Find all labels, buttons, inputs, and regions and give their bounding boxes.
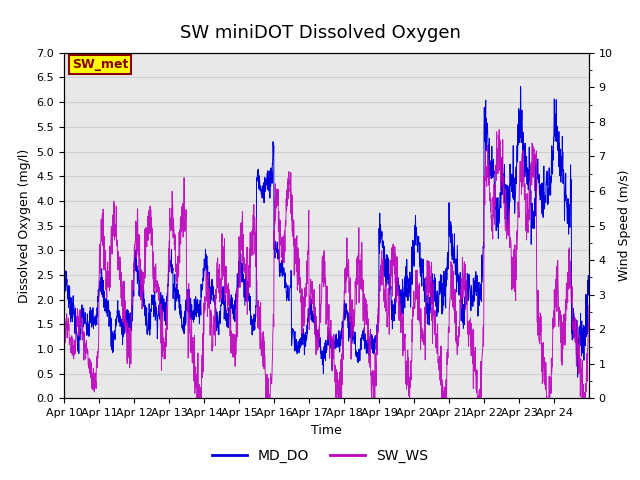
- X-axis label: Time: Time: [311, 424, 342, 437]
- Text: SW_met: SW_met: [72, 59, 128, 72]
- Y-axis label: Dissolved Oxygen (mg/l): Dissolved Oxygen (mg/l): [18, 148, 31, 303]
- Text: SW miniDOT Dissolved Oxygen: SW miniDOT Dissolved Oxygen: [180, 24, 460, 42]
- Y-axis label: Wind Speed (m/s): Wind Speed (m/s): [618, 170, 631, 281]
- Legend: MD_DO, SW_WS: MD_DO, SW_WS: [207, 443, 433, 468]
